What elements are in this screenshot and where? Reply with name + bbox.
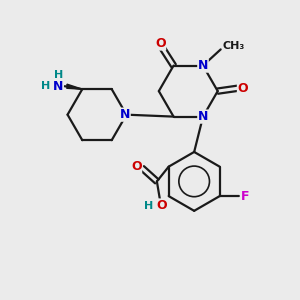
Text: CH₃: CH₃ [223, 41, 245, 52]
Text: N: N [53, 80, 63, 93]
Text: H: H [144, 200, 153, 211]
Text: N: N [198, 59, 208, 72]
Polygon shape [67, 84, 82, 89]
Text: H: H [53, 70, 63, 80]
Text: O: O [237, 82, 248, 95]
Text: O: O [155, 37, 166, 50]
Text: O: O [156, 199, 166, 212]
Text: H: H [41, 81, 50, 91]
Text: O: O [131, 160, 142, 173]
Text: N: N [120, 108, 130, 121]
Text: N: N [198, 110, 208, 123]
Text: F: F [240, 190, 249, 202]
